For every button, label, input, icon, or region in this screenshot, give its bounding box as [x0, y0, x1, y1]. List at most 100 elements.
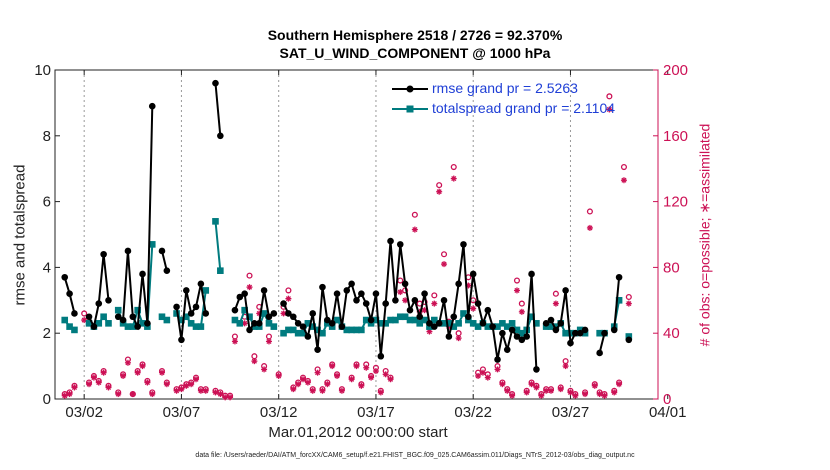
rmse-point: [85, 313, 93, 321]
x-tick-label: 03/02: [65, 404, 103, 421]
rmse-point: [426, 320, 433, 327]
obs-assimilated-marker: [504, 387, 511, 394]
spread-point: [358, 326, 365, 334]
spread-point: [508, 320, 516, 327]
obs-assimilated-marker: [475, 372, 482, 379]
spread-point: [503, 323, 511, 330]
spread-point: [212, 218, 219, 225]
obs-possible-marker: [513, 277, 521, 284]
obs-possible-marker: [455, 330, 462, 337]
rmse-point: [343, 287, 351, 294]
rmse-point: [445, 333, 453, 340]
obs-assimilated-marker: [149, 391, 156, 398]
spread-point: [309, 323, 317, 330]
obs-possible-marker: [397, 277, 404, 284]
obs-assimilated-marker: [178, 386, 185, 393]
obs-assimilated-marker: [450, 175, 457, 182]
obs-assimilated-marker: [465, 282, 472, 289]
rmse-point: [518, 336, 526, 344]
spread-point: [285, 326, 292, 334]
spread-point: [455, 320, 462, 327]
obs-assimilated-marker: [479, 369, 486, 376]
rmse-point: [144, 320, 151, 327]
spread-point: [187, 320, 195, 327]
spread-point: [197, 323, 205, 330]
obs-assimilated-marker: [552, 300, 559, 307]
obs-possible-marker: [606, 93, 613, 100]
chart-title-line1: Southern Hemisphere 2518 / 2726 = 92.370…: [267, 27, 563, 43]
spread-point: [236, 320, 244, 327]
obs-assimilated-marker: [625, 300, 632, 307]
rmse-point: [431, 323, 438, 330]
rmse-point: [182, 287, 190, 294]
rmse-point: [460, 241, 467, 248]
obs-assimilated-marker: [518, 308, 525, 315]
y-right-tick-label: 80: [663, 259, 680, 276]
obs-assimilated-marker: [304, 379, 311, 386]
obs-assimilated-marker: [173, 387, 180, 394]
x-tick-label: 03/07: [163, 404, 201, 421]
x-tick-label: 03/22: [454, 404, 492, 421]
obs-assimilated-marker: [100, 369, 107, 376]
obs-assimilated-marker: [426, 328, 433, 335]
obs-assimilated-marker: [586, 224, 593, 231]
spread-point: [71, 326, 78, 334]
rmse-point: [197, 280, 205, 288]
spread-point: [362, 316, 370, 324]
obs-assimilated-marker: [533, 384, 540, 391]
rmse-point: [129, 313, 137, 321]
rmse-point: [348, 280, 355, 288]
obs-assimilated-marker: [582, 391, 589, 398]
obs-assimilated-marker: [246, 284, 253, 291]
spread-point: [523, 326, 531, 334]
obs-assimilated-marker: [202, 387, 209, 394]
rmse-point: [401, 280, 409, 288]
obs-assimilated-marker: [105, 384, 112, 391]
spread-point: [431, 316, 438, 324]
legend-rmse-marker: [392, 85, 428, 93]
rmse-point: [309, 310, 317, 317]
spread-point: [547, 323, 555, 330]
obs-assimilated-marker: [513, 287, 520, 294]
data-file-footer: data file: /Users/raeder/DAI/ATM_forcXX/…: [195, 452, 635, 459]
rmse-point: [610, 326, 618, 334]
rmse-point: [392, 297, 399, 304]
rmse-point: [173, 303, 180, 311]
rmse-point: [567, 339, 574, 347]
rmse-point: [304, 333, 312, 340]
rmse-point: [421, 290, 428, 298]
obs-assimilated-marker: [212, 389, 219, 396]
rmse-point: [474, 300, 482, 307]
rmse-point: [338, 323, 346, 330]
obs-assimilated-marker: [66, 391, 73, 398]
spread-point: [265, 320, 273, 327]
spread-point: [192, 323, 200, 330]
obs-assimilated-marker: [620, 177, 627, 184]
obs-assimilated-marker: [372, 368, 379, 375]
spread-point: [499, 320, 506, 327]
obs-assimilated-marker: [431, 300, 438, 307]
obs-assimilated-marker: [543, 387, 550, 394]
obs-assimilated-marker: [455, 335, 462, 342]
rmse-point: [294, 320, 302, 327]
obs-assimilated-marker: [275, 372, 282, 379]
obs-assimilated-marker: [470, 305, 477, 312]
rmse-point: [450, 313, 458, 321]
spread-point: [139, 320, 146, 327]
spread-point: [372, 316, 380, 324]
obs-assimilated-marker: [309, 387, 316, 394]
legend-spread-label: totalspread grand pr = 2.1104: [432, 100, 616, 116]
obs-assimilated-marker: [217, 391, 224, 398]
rmse-point: [382, 300, 389, 307]
rmse-point: [367, 316, 375, 324]
obs-assimilated-marker: [319, 387, 326, 394]
spread-point: [353, 326, 360, 334]
y-axis-label-right: # of obs: o=possible; ∗=assimilated: [696, 123, 713, 347]
obs-possible-marker: [246, 272, 253, 279]
obs-assimilated-marker: [596, 391, 603, 398]
rmse-point: [134, 323, 141, 330]
spread-point: [85, 320, 93, 327]
rmse-point: [324, 316, 331, 324]
y-right-tick-label: 160: [663, 128, 688, 145]
spread-point: [377, 320, 385, 327]
